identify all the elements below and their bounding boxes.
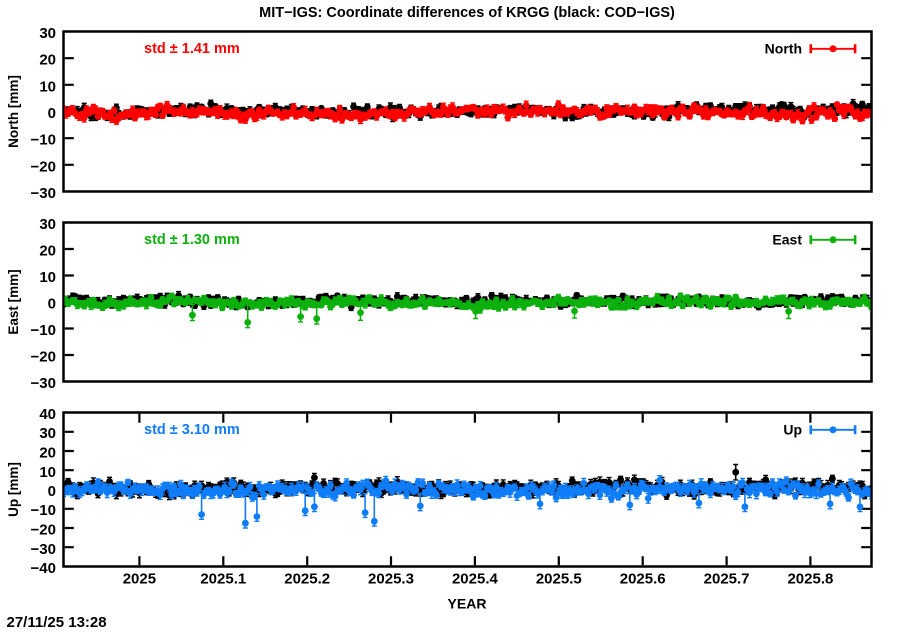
svg-text:2025: 2025	[123, 571, 156, 588]
svg-text:0: 0	[48, 296, 56, 313]
svg-text:27/11/25 13:28: 27/11/25 13:28	[7, 614, 107, 630]
svg-text:−20: −20	[31, 349, 56, 366]
svg-text:2025.1: 2025.1	[200, 571, 246, 588]
svg-text:0: 0	[48, 105, 56, 122]
svg-text:−40: −40	[31, 560, 56, 577]
svg-text:2025.5: 2025.5	[536, 571, 582, 588]
svg-text:30: 30	[39, 25, 56, 42]
svg-text:East [mm]: East [mm]	[6, 269, 21, 334]
svg-text:20: 20	[39, 52, 56, 69]
svg-text:North: North	[765, 41, 802, 57]
svg-text:10: 10	[39, 464, 56, 481]
svg-text:40: 40	[39, 406, 56, 423]
svg-text:YEAR: YEAR	[448, 596, 487, 612]
svg-text:Up: Up	[783, 422, 802, 438]
svg-text:2025.6: 2025.6	[620, 571, 666, 588]
svg-text:−10: −10	[31, 132, 56, 149]
svg-text:North [mm]: North [mm]	[6, 75, 21, 148]
svg-text:−10: −10	[31, 322, 56, 339]
svg-text:2025.3: 2025.3	[368, 571, 414, 588]
svg-text:30: 30	[39, 216, 56, 233]
svg-text:std ± 3.10 mm: std ± 3.10 mm	[144, 422, 240, 438]
svg-text:−20: −20	[31, 158, 56, 175]
svg-text:30: 30	[39, 425, 56, 442]
svg-text:2025.7: 2025.7	[704, 571, 750, 588]
svg-text:20: 20	[39, 445, 56, 462]
svg-text:−10: −10	[31, 502, 56, 519]
svg-text:10: 10	[39, 269, 56, 286]
svg-text:2025.2: 2025.2	[284, 571, 330, 588]
svg-text:−30: −30	[31, 541, 56, 558]
svg-text:0: 0	[48, 483, 56, 500]
svg-text:std ± 1.30 mm: std ± 1.30 mm	[144, 232, 240, 248]
svg-text:MIT−IGS: Coordinate difference: MIT−IGS: Coordinate differences of KRGG …	[259, 5, 675, 21]
svg-text:std ± 1.41 mm: std ± 1.41 mm	[144, 41, 240, 57]
svg-text:20: 20	[39, 243, 56, 260]
svg-text:East: East	[772, 232, 802, 248]
svg-text:−30: −30	[31, 375, 56, 392]
svg-text:2025.4: 2025.4	[452, 571, 499, 588]
svg-text:2025.8: 2025.8	[787, 571, 833, 588]
svg-text:10: 10	[39, 78, 56, 95]
svg-text:−20: −20	[31, 522, 56, 539]
svg-text:Up [mm]: Up [mm]	[6, 462, 21, 517]
svg-text:−30: −30	[31, 185, 56, 202]
